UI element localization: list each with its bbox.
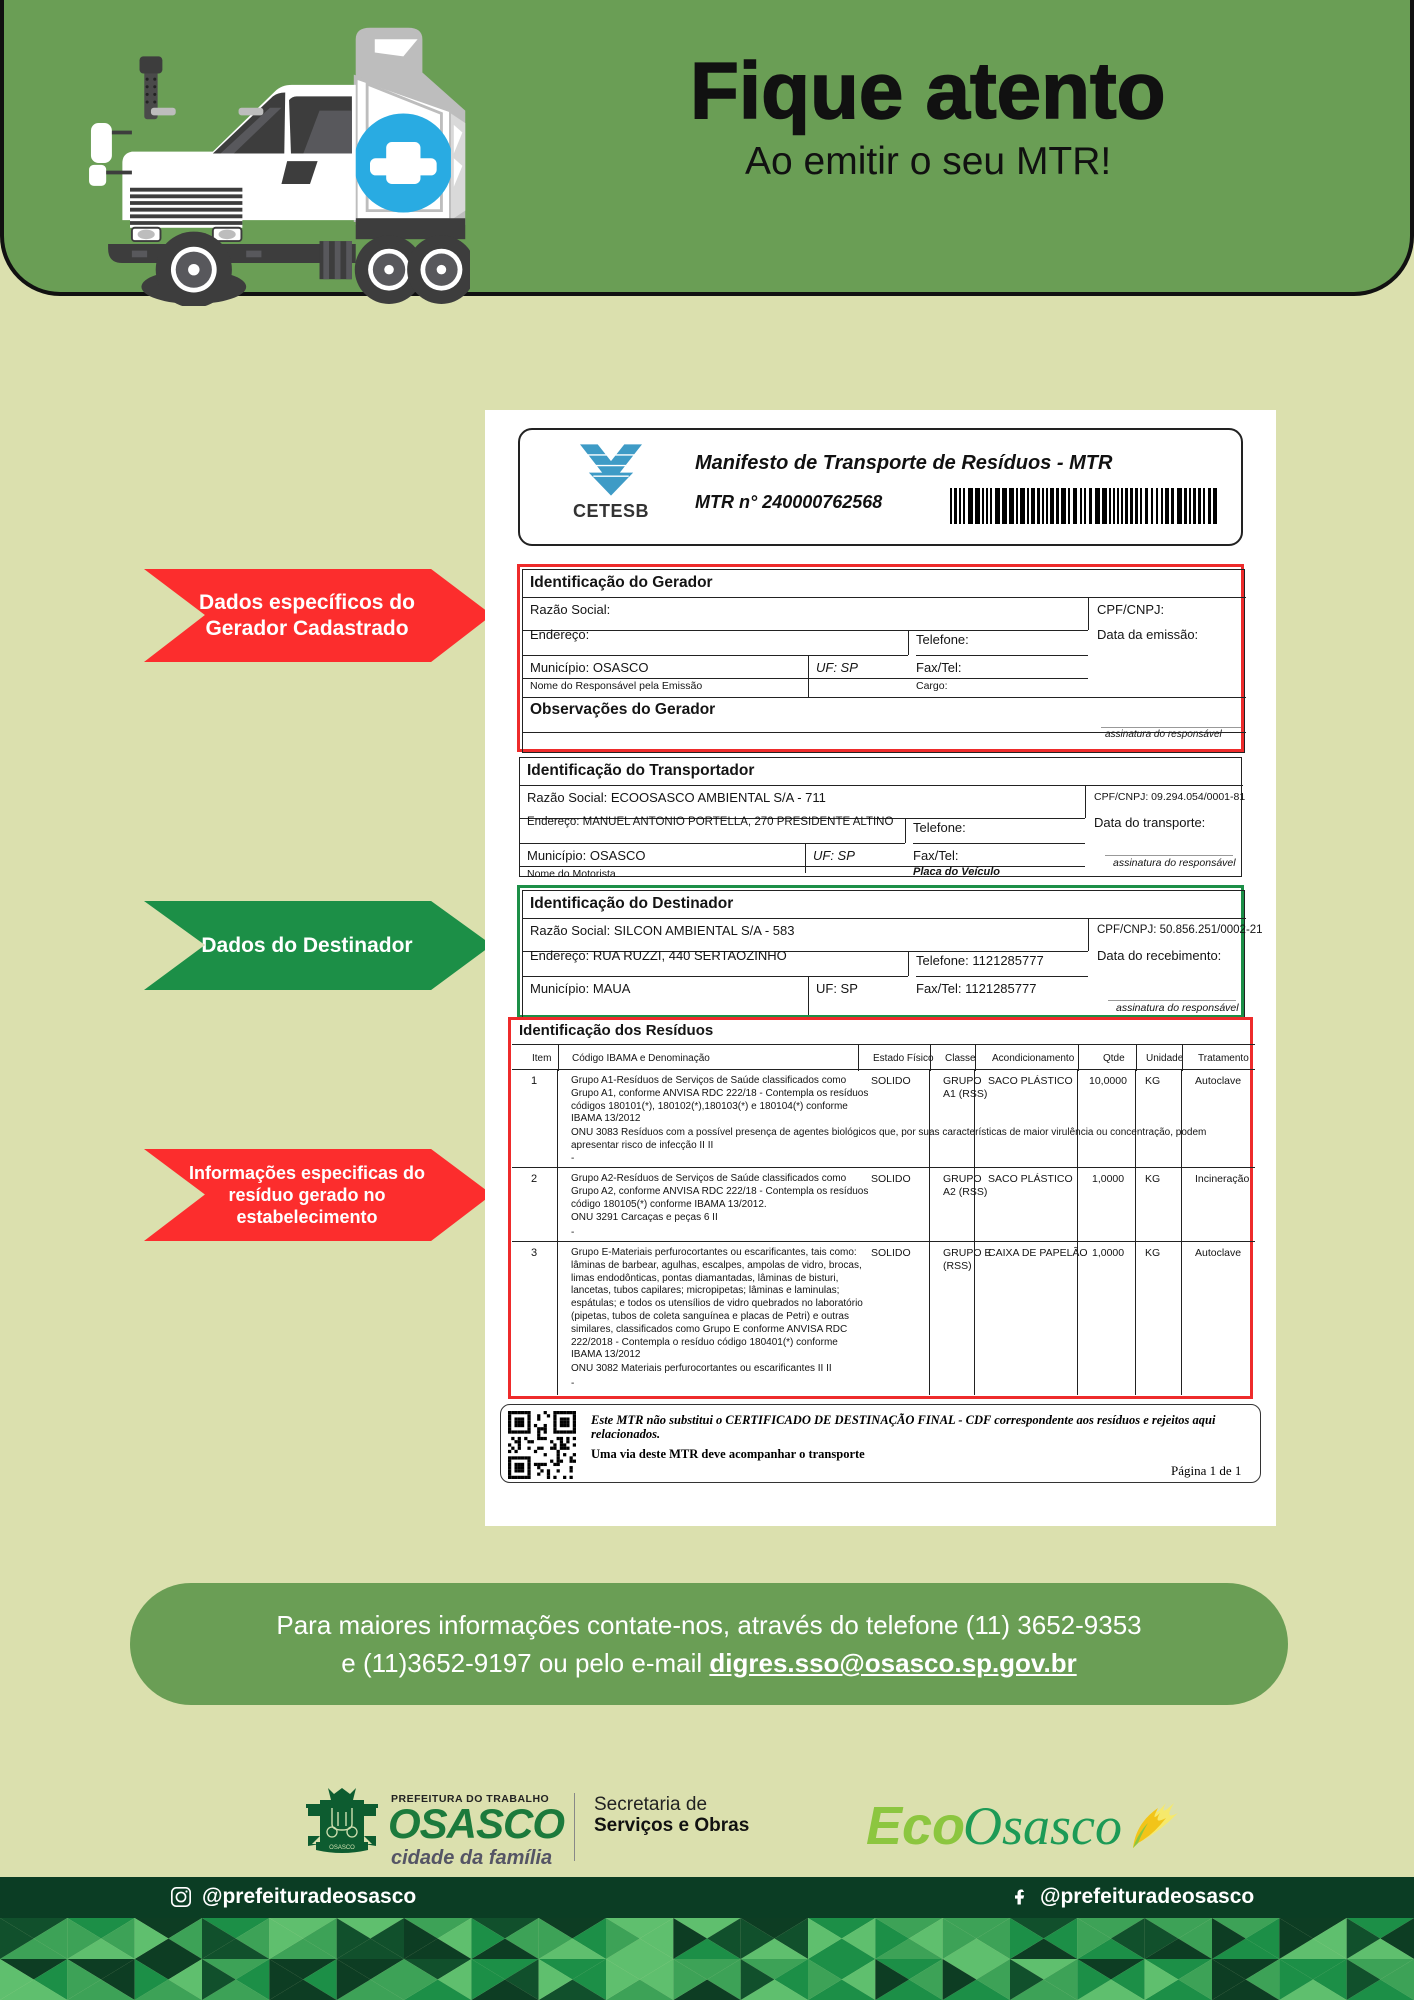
svg-text:OSASCO: OSASCO — [329, 1845, 355, 1851]
